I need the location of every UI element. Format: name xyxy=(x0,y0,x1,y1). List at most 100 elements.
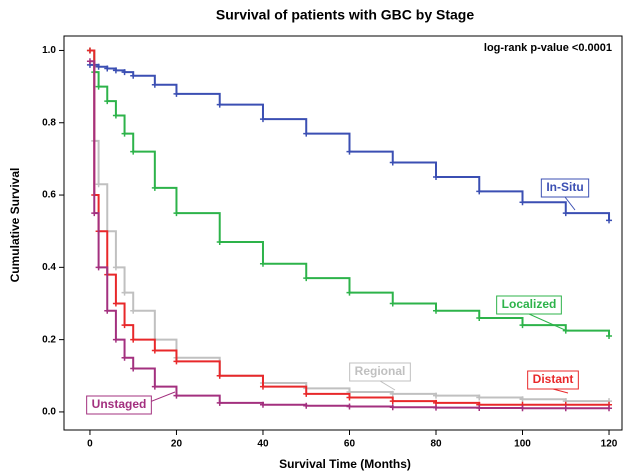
censor-mark xyxy=(112,67,119,74)
censor-mark xyxy=(389,300,396,307)
censor-mark xyxy=(151,81,158,88)
censor-mark xyxy=(519,199,526,206)
legend-box xyxy=(527,370,579,390)
censor-mark xyxy=(519,322,526,329)
censor-mark xyxy=(104,65,111,72)
censor-mark xyxy=(95,181,102,188)
x-tick-label: 80 xyxy=(430,439,442,450)
censor-mark xyxy=(216,239,223,246)
censor-mark xyxy=(389,404,396,411)
censor-mark xyxy=(433,404,439,411)
y-tick-label: 0.4 xyxy=(42,262,56,273)
x-tick-label: 40 xyxy=(257,439,269,450)
legend-label: In-Situ xyxy=(546,180,583,194)
label-connector xyxy=(528,313,566,331)
censor-mark xyxy=(562,405,569,412)
censor-mark xyxy=(130,307,137,314)
censor-mark xyxy=(389,159,396,166)
censor-mark xyxy=(112,112,119,119)
censor-mark xyxy=(151,347,158,354)
censor-mark xyxy=(303,402,310,409)
legend-box xyxy=(540,178,590,198)
survival-curve xyxy=(89,49,610,406)
censor-mark xyxy=(433,307,439,314)
censor-mark xyxy=(121,322,128,329)
censor-mark xyxy=(519,405,526,412)
censor-mark xyxy=(476,314,483,321)
x-tick-label: 100 xyxy=(514,439,531,450)
legend-box xyxy=(349,362,411,382)
label-connector xyxy=(379,380,396,391)
censor-mark xyxy=(606,217,613,224)
annotation: log-rank p-value <0.0001 xyxy=(484,42,612,54)
censor-mark xyxy=(112,300,119,307)
censor-mark xyxy=(151,184,158,191)
censor-mark xyxy=(389,390,396,397)
censor-mark xyxy=(433,392,439,399)
y-tick-label: 0.6 xyxy=(42,190,56,201)
survival-curve xyxy=(89,63,611,221)
plot-frame xyxy=(63,35,623,431)
censor-mark xyxy=(130,148,137,155)
censor-mark xyxy=(303,275,310,282)
censor-mark xyxy=(476,188,483,195)
censor-mark xyxy=(346,403,353,410)
x-axis-title: Survival Time (Months) xyxy=(279,457,411,471)
censor-mark xyxy=(346,289,353,296)
censor-mark xyxy=(121,130,128,137)
censor-mark xyxy=(216,101,223,108)
y-tick-label: 0.0 xyxy=(42,407,56,418)
legend-box xyxy=(496,295,562,315)
survival-curve xyxy=(89,49,610,403)
censor-mark xyxy=(121,69,128,76)
censor-mark xyxy=(95,264,102,271)
censor-mark xyxy=(303,130,310,137)
censor-mark xyxy=(95,63,102,70)
chart-title: Survival of patients with GBC by Stage xyxy=(216,7,474,23)
label-connector xyxy=(552,388,569,394)
survival-curve xyxy=(89,60,610,410)
censor-mark xyxy=(112,264,119,271)
label-connector xyxy=(564,196,576,211)
y-axis-title: Cumulative Survival xyxy=(8,168,22,283)
legend-label: Unstaged xyxy=(92,397,147,411)
censor-mark xyxy=(606,405,613,412)
censor-mark xyxy=(606,333,613,340)
x-tick-label: 60 xyxy=(344,439,356,450)
censor-mark xyxy=(86,58,93,65)
censor-mark xyxy=(130,336,137,343)
censor-mark xyxy=(476,394,483,401)
censor-mark xyxy=(130,365,137,372)
x-tick-label: 120 xyxy=(601,439,618,450)
censor-mark xyxy=(433,173,439,180)
censor-mark xyxy=(216,399,223,406)
censor-mark xyxy=(259,116,266,123)
y-tick-label: 0.8 xyxy=(42,117,56,128)
legend-label: Regional xyxy=(355,364,406,378)
censor-mark xyxy=(346,394,353,401)
censor-mark xyxy=(104,307,111,314)
censor-mark xyxy=(259,383,266,390)
censor-mark xyxy=(173,90,180,97)
censor-mark xyxy=(121,289,128,296)
x-tick-label: 20 xyxy=(171,439,183,450)
censor-mark xyxy=(562,210,569,217)
censor-mark xyxy=(173,358,180,365)
censor-mark xyxy=(216,372,223,379)
x-tick-label: 0 xyxy=(87,439,93,450)
censor-mark xyxy=(519,396,526,403)
censor-mark xyxy=(86,47,93,54)
legend-label: Localized xyxy=(502,297,557,311)
censor-mark xyxy=(130,72,137,79)
legend-box xyxy=(86,395,152,415)
censor-mark xyxy=(104,98,111,105)
censor-mark xyxy=(562,327,569,334)
censor-mark xyxy=(476,404,483,411)
censor-mark xyxy=(259,260,266,267)
legend-label: Distant xyxy=(533,372,574,386)
censor-mark xyxy=(173,392,180,399)
censor-mark xyxy=(389,398,396,405)
censor-mark xyxy=(151,383,158,390)
y-tick-label: 1.0 xyxy=(42,45,56,56)
